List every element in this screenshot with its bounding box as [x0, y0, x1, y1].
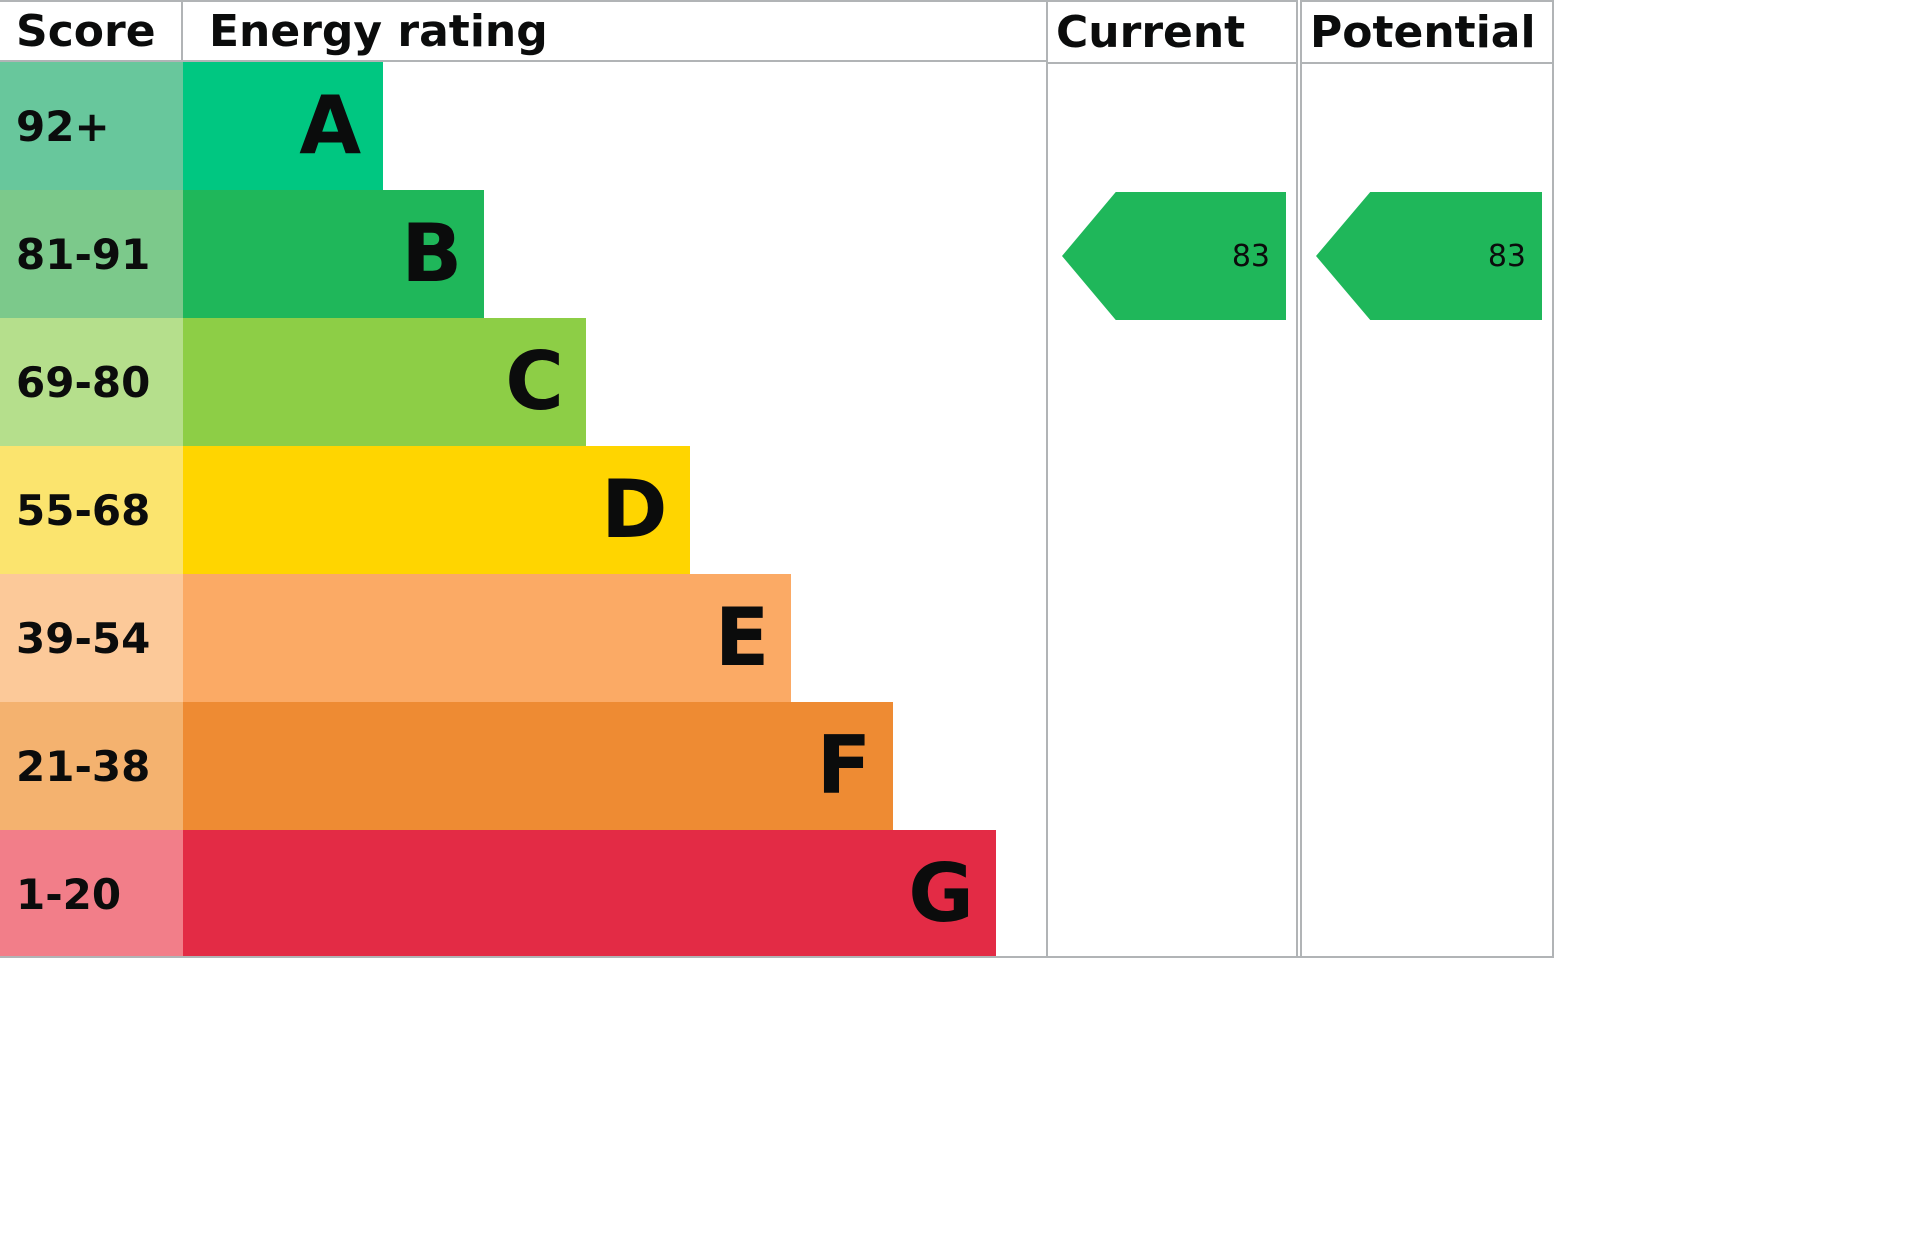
score-cell: 92+ [0, 62, 183, 190]
rating-bar: G [183, 830, 996, 958]
rating-letter: B [401, 207, 463, 300]
rating-letter: F [816, 719, 872, 812]
band-row-f: 21-38 F [0, 702, 1046, 830]
score-label: 92+ [16, 101, 110, 151]
bar-cell: E [183, 574, 1046, 702]
band-rows: 92+ A 81-91 B 69-80 [0, 62, 1046, 958]
current-header: Current [1048, 2, 1296, 64]
bar-cell: C [183, 318, 1046, 446]
current-rating-value: 83 [1231, 238, 1270, 274]
energy-rating-header: Energy rating [209, 5, 548, 57]
score-label: 69-80 [16, 357, 151, 407]
current-column: Current 83 [1046, 0, 1298, 958]
rating-bar: B [183, 190, 485, 318]
rating-letter: D [601, 463, 668, 556]
potential-column: Potential 83 [1300, 0, 1554, 958]
bar-cell: F [183, 702, 1046, 830]
bar-cell: D [183, 446, 1046, 574]
rating-bar: A [183, 62, 384, 190]
bar-cell: G [183, 830, 1046, 958]
score-cell: 39-54 [0, 574, 183, 702]
chart-header-left: Score Energy rating [0, 0, 1046, 62]
rating-bar: C [183, 318, 587, 446]
score-label: 55-68 [16, 485, 151, 535]
chart-bottom-border [0, 956, 1554, 958]
rating-letter: E [714, 591, 770, 684]
score-label: 1-20 [16, 869, 122, 919]
band-row-e: 39-54 E [0, 574, 1046, 702]
score-cell: 1-20 [0, 830, 183, 958]
rating-bar: D [183, 446, 690, 574]
bar-cell: B [183, 190, 1046, 318]
band-row-b: 81-91 B [0, 190, 1046, 318]
potential-rating-value: 83 [1487, 238, 1526, 274]
bar-cell: A [183, 62, 1046, 190]
score-label: 81-91 [16, 229, 151, 279]
score-cell: 21-38 [0, 702, 183, 830]
score-cell: 81-91 [0, 190, 183, 318]
band-row-d: 55-68 D [0, 446, 1046, 574]
potential-header: Potential [1302, 2, 1552, 64]
current-rating-arrow: 83 [1062, 192, 1286, 320]
score-cell: 55-68 [0, 446, 183, 574]
rating-letter: A [299, 79, 362, 172]
band-row-c: 69-80 C [0, 318, 1046, 446]
rating-bar: E [183, 574, 792, 702]
score-header: Score [0, 2, 183, 60]
score-label: 21-38 [16, 741, 151, 791]
rating-letter: C [505, 335, 565, 428]
rating-bar: F [183, 702, 894, 830]
potential-rating-arrow: 83 [1316, 192, 1542, 320]
score-label: 39-54 [16, 613, 151, 663]
band-row-a: 92+ A [0, 62, 1046, 190]
score-cell: 69-80 [0, 318, 183, 446]
band-row-g: 1-20 G [0, 830, 1046, 958]
rating-letter: G [908, 847, 974, 940]
